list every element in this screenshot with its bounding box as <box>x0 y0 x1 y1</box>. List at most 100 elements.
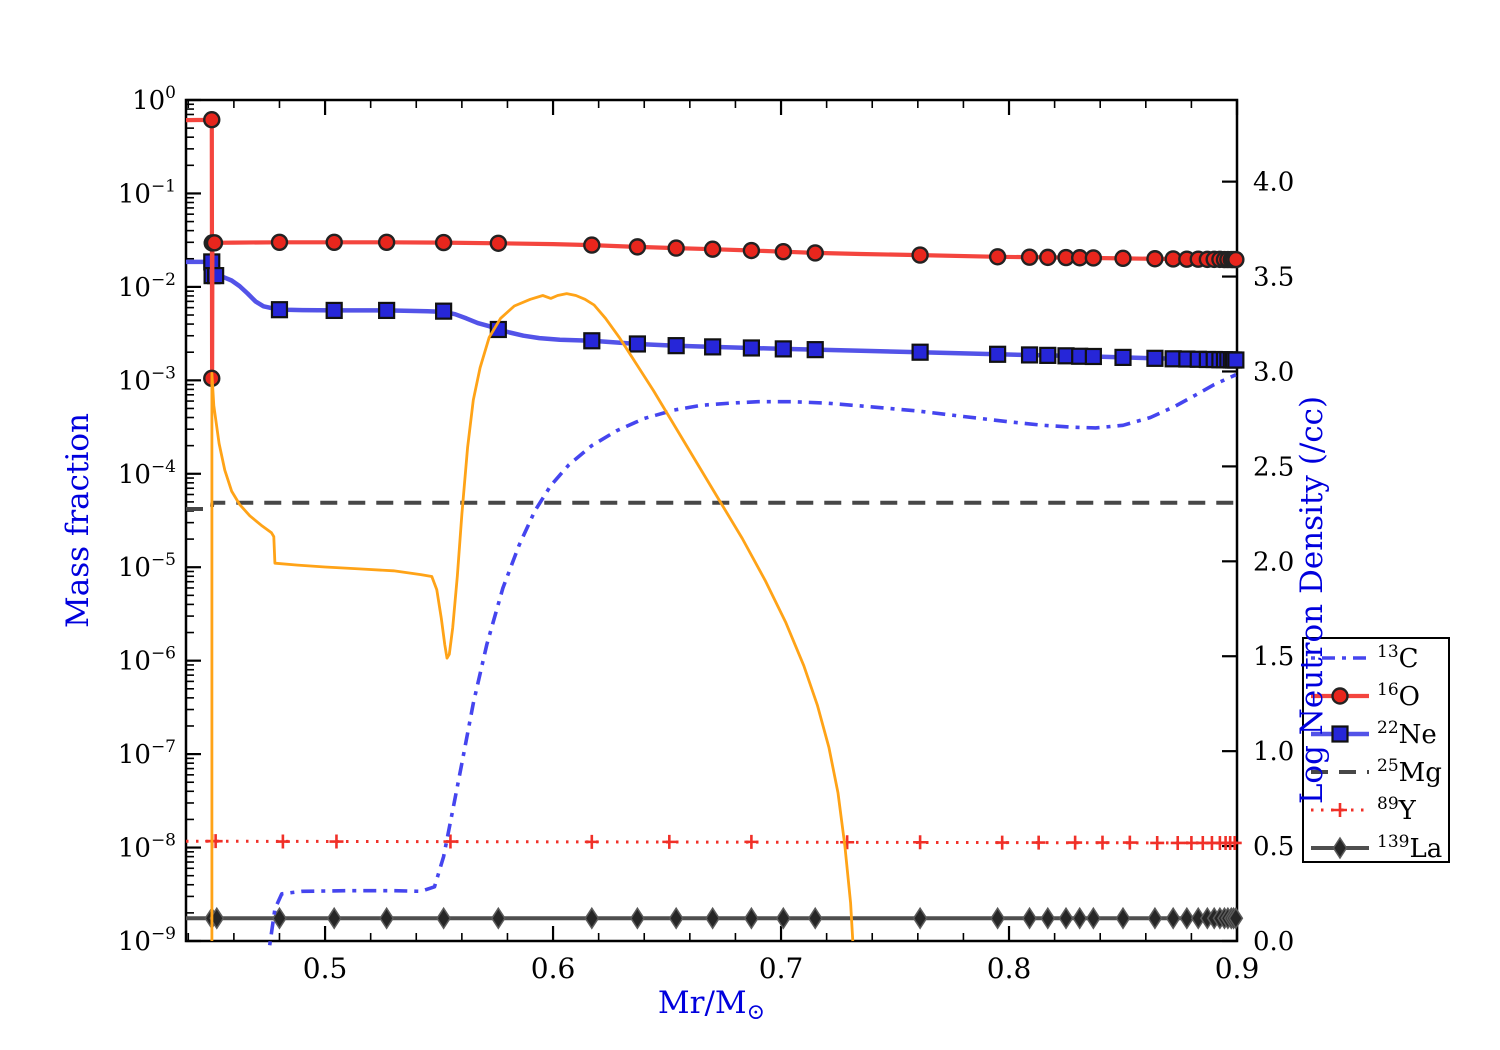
legend-label-y89: 89Y <box>1377 794 1417 826</box>
data-marker-square <box>435 302 453 320</box>
data-marker-circle <box>1084 249 1103 267</box>
data-marker-circle <box>806 244 824 262</box>
legend-label-mg25: 25Mg <box>1377 756 1442 788</box>
data-marker-circle <box>988 248 1007 266</box>
data-marker-plus <box>1227 835 1242 850</box>
data-marker-diamond <box>1085 906 1101 930</box>
data-marker-square <box>667 337 685 355</box>
y-right-tick-label: 3.0 <box>1253 357 1294 387</box>
data-marker-circle <box>1146 250 1164 268</box>
data-marker-circle <box>489 234 508 252</box>
y-axis-right: 0.0 0.5 1.0 1.5 2.0 2.5 3.0 3.5 4.0 <box>1222 168 1294 957</box>
y-left-tick-label: 10−9 <box>118 924 176 957</box>
data-marker-plus <box>995 835 1010 850</box>
x-axis: 0.5 0.6 0.7 0.8 0.9 <box>187 100 1260 985</box>
data-marker-circle <box>325 233 343 252</box>
y-left-tick-label: 100 <box>132 83 176 116</box>
y-right-tick-label: 2.0 <box>1253 547 1294 577</box>
data-marker-square <box>911 343 929 361</box>
data-marker-square <box>1039 346 1057 364</box>
data-marker-square <box>270 301 289 319</box>
data-marker-square <box>628 335 647 353</box>
data-marker-circle <box>1039 248 1057 267</box>
x-axis-tick-label: 0.6 <box>531 952 576 985</box>
data-marker-diamond <box>705 906 721 930</box>
x-axis-tick-label: 0.7 <box>759 952 804 985</box>
data-marker-circle <box>742 241 761 260</box>
series-la139 <box>186 906 1244 930</box>
data-marker-diamond <box>1165 906 1181 930</box>
data-marker-square <box>774 340 792 358</box>
data-marker-circle <box>1227 250 1245 269</box>
legend-label-c13: 13C <box>1377 642 1419 674</box>
y-right-tick-label: 0.0 <box>1253 927 1294 957</box>
data-marker-circle <box>703 240 722 258</box>
data-marker-diamond <box>584 906 600 930</box>
data-marker-plus <box>1122 835 1137 850</box>
data-marker-square <box>704 338 722 356</box>
y-right-tick-label: 0.5 <box>1253 832 1294 862</box>
data-marker-square <box>1084 347 1102 366</box>
data-marker-diamond <box>272 906 287 930</box>
y-right-axis-title: Log Neutron Density (/cc) <box>1294 396 1330 804</box>
data-marker-plus <box>443 834 458 849</box>
data-marker-circle <box>270 233 289 252</box>
data-marker-plus <box>662 834 677 849</box>
y-left-tick-label: 10−4 <box>118 457 176 490</box>
y-right-tick-label: 1.5 <box>1253 642 1294 672</box>
data-marker-square <box>325 301 343 320</box>
y-left-tick-label: 10−3 <box>118 363 176 396</box>
y-left-tick-label: 10−2 <box>118 270 176 303</box>
data-marker-square <box>742 339 760 357</box>
data-marker-plus <box>1031 835 1046 850</box>
data-marker-plus <box>1333 803 1347 817</box>
data-marker-square <box>1146 349 1164 367</box>
axis-titles: Mass fraction Mr/M⊙ Log Neutron Density (/… <box>60 396 1330 1025</box>
data-marker-diamond <box>668 906 684 930</box>
x-axis-tick-label: 0.5 <box>303 952 348 985</box>
y-left-tick-label: 10−5 <box>118 550 176 583</box>
data-marker-circle <box>1331 687 1349 705</box>
data-marker-circle <box>377 233 396 252</box>
series-c13 <box>267 373 1237 946</box>
y-left-tick-label: 10−1 <box>118 176 176 209</box>
x-axis-title: Mr/M⊙ <box>658 985 765 1025</box>
x-axis-tick-label: 0.9 <box>1215 952 1260 985</box>
data-marker-plus <box>1150 835 1165 850</box>
data-marker-plus <box>329 834 344 849</box>
data-marker-diamond <box>1332 836 1348 860</box>
y-right-tick-label: 4.0 <box>1253 168 1294 198</box>
data-marker-diamond <box>744 906 759 930</box>
data-marker-plus <box>1095 835 1110 850</box>
y-left-axis-title: Mass fraction <box>60 413 96 628</box>
series-y89 <box>185 834 1242 850</box>
data-marker-diamond <box>1228 906 1244 930</box>
data-marker-plus <box>275 834 290 849</box>
y-axis-left: 100 10−1 10−2 10−3 10−4 10−5 10−6 10−7 10−8 10−9 <box>118 83 201 957</box>
data-marker-square <box>806 341 824 359</box>
data-marker-circle <box>583 236 601 254</box>
data-marker-square <box>1331 725 1349 743</box>
data-marker-circle <box>205 234 224 252</box>
series-ndens-line <box>210 292 855 942</box>
y-left-tick-label: 10−8 <box>118 831 176 864</box>
series-mg25-line <box>186 500 1236 511</box>
data-marker-diamond <box>1022 906 1037 930</box>
data-marker-circle <box>911 246 929 264</box>
series-ne22 <box>186 253 1245 369</box>
data-marker-plus <box>840 835 855 850</box>
data-marker-circle <box>628 238 647 256</box>
series-mg25 <box>186 500 1236 511</box>
data-marker-circle <box>1020 248 1039 266</box>
data-marker-square <box>1227 351 1245 369</box>
data-marker-plus <box>913 835 928 850</box>
legend-label-la139: 139La <box>1377 832 1442 864</box>
data-marker-diamond <box>1058 906 1074 930</box>
data-marker-square <box>583 332 601 350</box>
data-marker-diamond <box>379 906 395 930</box>
series-o16 <box>185 111 1245 388</box>
data-marker-plus <box>1068 835 1083 850</box>
data-marker-plus <box>1170 835 1185 850</box>
legend-label-ne22: 22Ne <box>1377 718 1437 750</box>
